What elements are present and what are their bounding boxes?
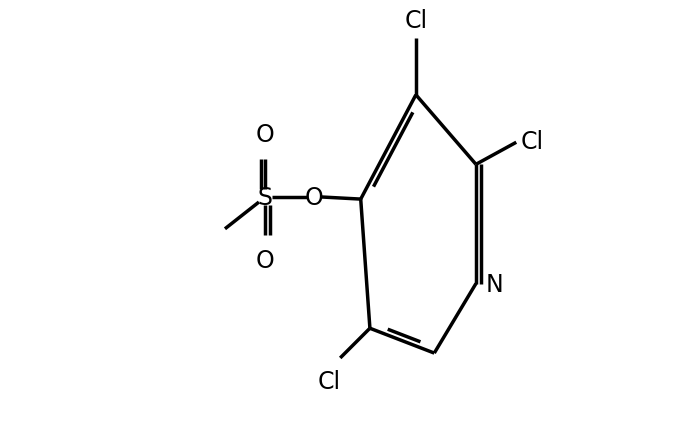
Text: S: S (257, 186, 273, 210)
Text: Cl: Cl (520, 130, 544, 154)
Text: N: N (485, 272, 503, 296)
Text: Cl: Cl (318, 369, 341, 394)
Text: O: O (304, 186, 323, 210)
Text: O: O (256, 123, 275, 147)
Text: Cl: Cl (404, 9, 428, 33)
Text: O: O (256, 248, 275, 272)
